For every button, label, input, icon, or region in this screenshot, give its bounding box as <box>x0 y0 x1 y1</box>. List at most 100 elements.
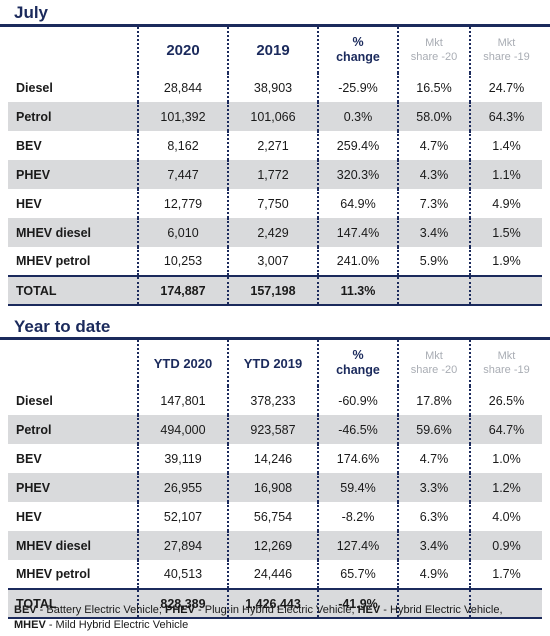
total-row: TOTAL 174,887 157,198 11.3% <box>8 275 542 306</box>
value-previous: 24,446 <box>227 560 318 589</box>
value-mkt-share-19: 64.3% <box>469 102 542 131</box>
value-mkt-share-19: 4.0% <box>469 502 542 531</box>
value-current: 10,253 <box>137 247 228 276</box>
value-mkt-share-19: 4.9% <box>469 189 542 218</box>
table-row: BEV 8,162 2,271 259.4% 4.7% 1.4% <box>8 131 542 160</box>
value-previous: 2,271 <box>227 131 318 160</box>
footnote-hev-abbr: HEV <box>357 604 381 616</box>
value-change: -46.5% <box>317 415 398 444</box>
july-top-rule <box>0 24 550 27</box>
value-change: 59.4% <box>317 473 398 502</box>
value-current: 40,513 <box>137 560 228 589</box>
july-title: July <box>14 3 49 22</box>
total-mkt-share-19 <box>469 588 542 619</box>
table-row: MHEV petrol 40,513 24,446 65.7% 4.9% 1.7% <box>8 560 542 589</box>
value-mkt-share-19: 64.7% <box>469 415 542 444</box>
table-row: BEV 39,119 14,246 174.6% 4.7% 1.0% <box>8 444 542 473</box>
value-current: 7,447 <box>137 160 228 189</box>
footnote-phev-text: - Plug-in Hybrid Electric Vehicle; <box>194 604 358 616</box>
value-previous: 38,903 <box>227 73 318 102</box>
value-mkt-share-19: 1.4% <box>469 131 542 160</box>
row-label: MHEV diesel <box>8 531 138 560</box>
value-mkt-share-19: 24.7% <box>469 73 542 102</box>
july-header-row: 2020 2019 % change Mkt share -20 Mkt sha… <box>8 27 542 73</box>
value-mkt-share-20: 4.7% <box>397 444 470 473</box>
row-label: BEV <box>16 451 42 466</box>
value-change: 64.9% <box>317 189 398 218</box>
value-mkt-share-19: 1.5% <box>469 218 542 247</box>
total-mkt-share-19 <box>469 275 542 306</box>
header-mkt-share-19: Mkt share -19 <box>469 27 542 73</box>
value-mkt-share-20: 4.7% <box>397 131 470 160</box>
value-current: 6,010 <box>137 218 228 247</box>
value-change: 320.3% <box>317 160 398 189</box>
july-rows: Diesel 28,844 38,903 -25.9% 16.5% 24.7% Petrol… <box>8 73 542 306</box>
total-previous: 157,198 <box>227 275 318 306</box>
header-label-empty <box>8 340 138 386</box>
header-mkt-share-20: Mkt share -20 <box>397 27 470 73</box>
footnote-mhev-abbr: MHEV <box>14 619 46 631</box>
row-label: Petrol <box>8 415 138 444</box>
ytd-header-row: YTD 2020 YTD 2019 % change Mkt share -20… <box>8 340 542 386</box>
row-label: Petrol <box>8 102 138 131</box>
value-mkt-share-19: 1.1% <box>469 160 542 189</box>
value-previous: 3,007 <box>227 247 318 276</box>
value-current: 26,955 <box>137 473 228 502</box>
value-change: 0.3% <box>317 102 398 131</box>
row-label: HEV <box>16 509 42 524</box>
ytd-table: YTD 2020 YTD 2019 % change Mkt share -20… <box>8 340 542 619</box>
july-table: 2020 2019 % change Mkt share -20 Mkt sha… <box>8 27 542 306</box>
footnote-mhev-text: - Mild Hybrid Electric Vehicle <box>45 619 189 631</box>
value-mkt-share-20: 3.4% <box>397 218 470 247</box>
value-change: 241.0% <box>317 247 398 276</box>
value-previous: 16,908 <box>227 473 318 502</box>
total-mkt-share-20 <box>397 275 470 306</box>
header-change: % change <box>317 27 398 73</box>
value-current: 8,162 <box>137 131 228 160</box>
value-previous: 101,066 <box>227 102 318 131</box>
table-row: PHEV 26,955 16,908 59.4% 3.3% 1.2% <box>8 473 542 502</box>
table-row: HEV 52,107 56,754 -8.2% 6.3% 4.0% <box>8 502 542 531</box>
table-row: Diesel 28,844 38,903 -25.9% 16.5% 24.7% <box>8 73 542 102</box>
row-label: Diesel <box>16 393 53 408</box>
ytd-rows: Diesel 147,801 378,233 -60.9% 17.8% 26.5% Petr… <box>8 386 542 619</box>
value-previous: 56,754 <box>227 502 318 531</box>
row-label: PHEV <box>8 160 138 189</box>
footnote-hev-text: - Hybrid Electric Vehicle, <box>380 604 503 616</box>
value-change: 174.6% <box>317 444 398 473</box>
header-ytd-2020: YTD 2020 <box>137 340 228 386</box>
table-row: MHEV petrol 10,253 3,007 241.0% 5.9% 1.9% <box>8 247 542 276</box>
footnote-bev-abbr: BEV <box>14 604 37 616</box>
value-mkt-share-19: 1.2% <box>469 473 542 502</box>
value-mkt-share-20: 3.3% <box>397 473 470 502</box>
row-label: HEV <box>16 196 42 211</box>
row-label: PHEV <box>8 473 138 502</box>
table-row: HEV 12,779 7,750 64.9% 7.3% 4.9% <box>8 189 542 218</box>
footnote: BEV - Battery Electric Vehicle; PHEV - P… <box>14 603 539 633</box>
value-change: 127.4% <box>317 531 398 560</box>
header-2019: 2019 <box>227 27 318 73</box>
value-current: 28,844 <box>137 73 228 102</box>
value-mkt-share-20: 3.4% <box>397 531 470 560</box>
value-current: 27,894 <box>137 531 228 560</box>
header-label-empty <box>8 27 138 73</box>
value-previous: 12,269 <box>227 531 318 560</box>
total-mkt-share-20 <box>397 588 470 619</box>
value-current: 147,801 <box>137 386 228 415</box>
footnote-bev-text: - Battery Electric Vehicle; <box>36 604 166 616</box>
value-mkt-share-19: 26.5% <box>469 386 542 415</box>
value-current: 101,392 <box>137 102 228 131</box>
value-current: 52,107 <box>137 502 228 531</box>
value-mkt-share-20: 59.6% <box>397 415 470 444</box>
table-row: MHEV diesel 27,894 12,269 127.4% 3.4% 0.9% <box>8 531 542 560</box>
value-previous: 14,246 <box>227 444 318 473</box>
total-previous: 1,426,443 <box>227 588 318 619</box>
table-row: Diesel 147,801 378,233 -60.9% 17.8% 26.5% <box>8 386 542 415</box>
total-row: TOTAL 828,389 1,426,443 -41.9% <box>8 588 542 619</box>
row-label: MHEV petrol <box>16 567 91 581</box>
value-change: -25.9% <box>317 73 398 102</box>
value-previous: 2,429 <box>227 218 318 247</box>
total-change: 11.3% <box>317 275 398 306</box>
total-label: TOTAL <box>8 275 138 306</box>
row-label: Diesel <box>16 80 53 95</box>
